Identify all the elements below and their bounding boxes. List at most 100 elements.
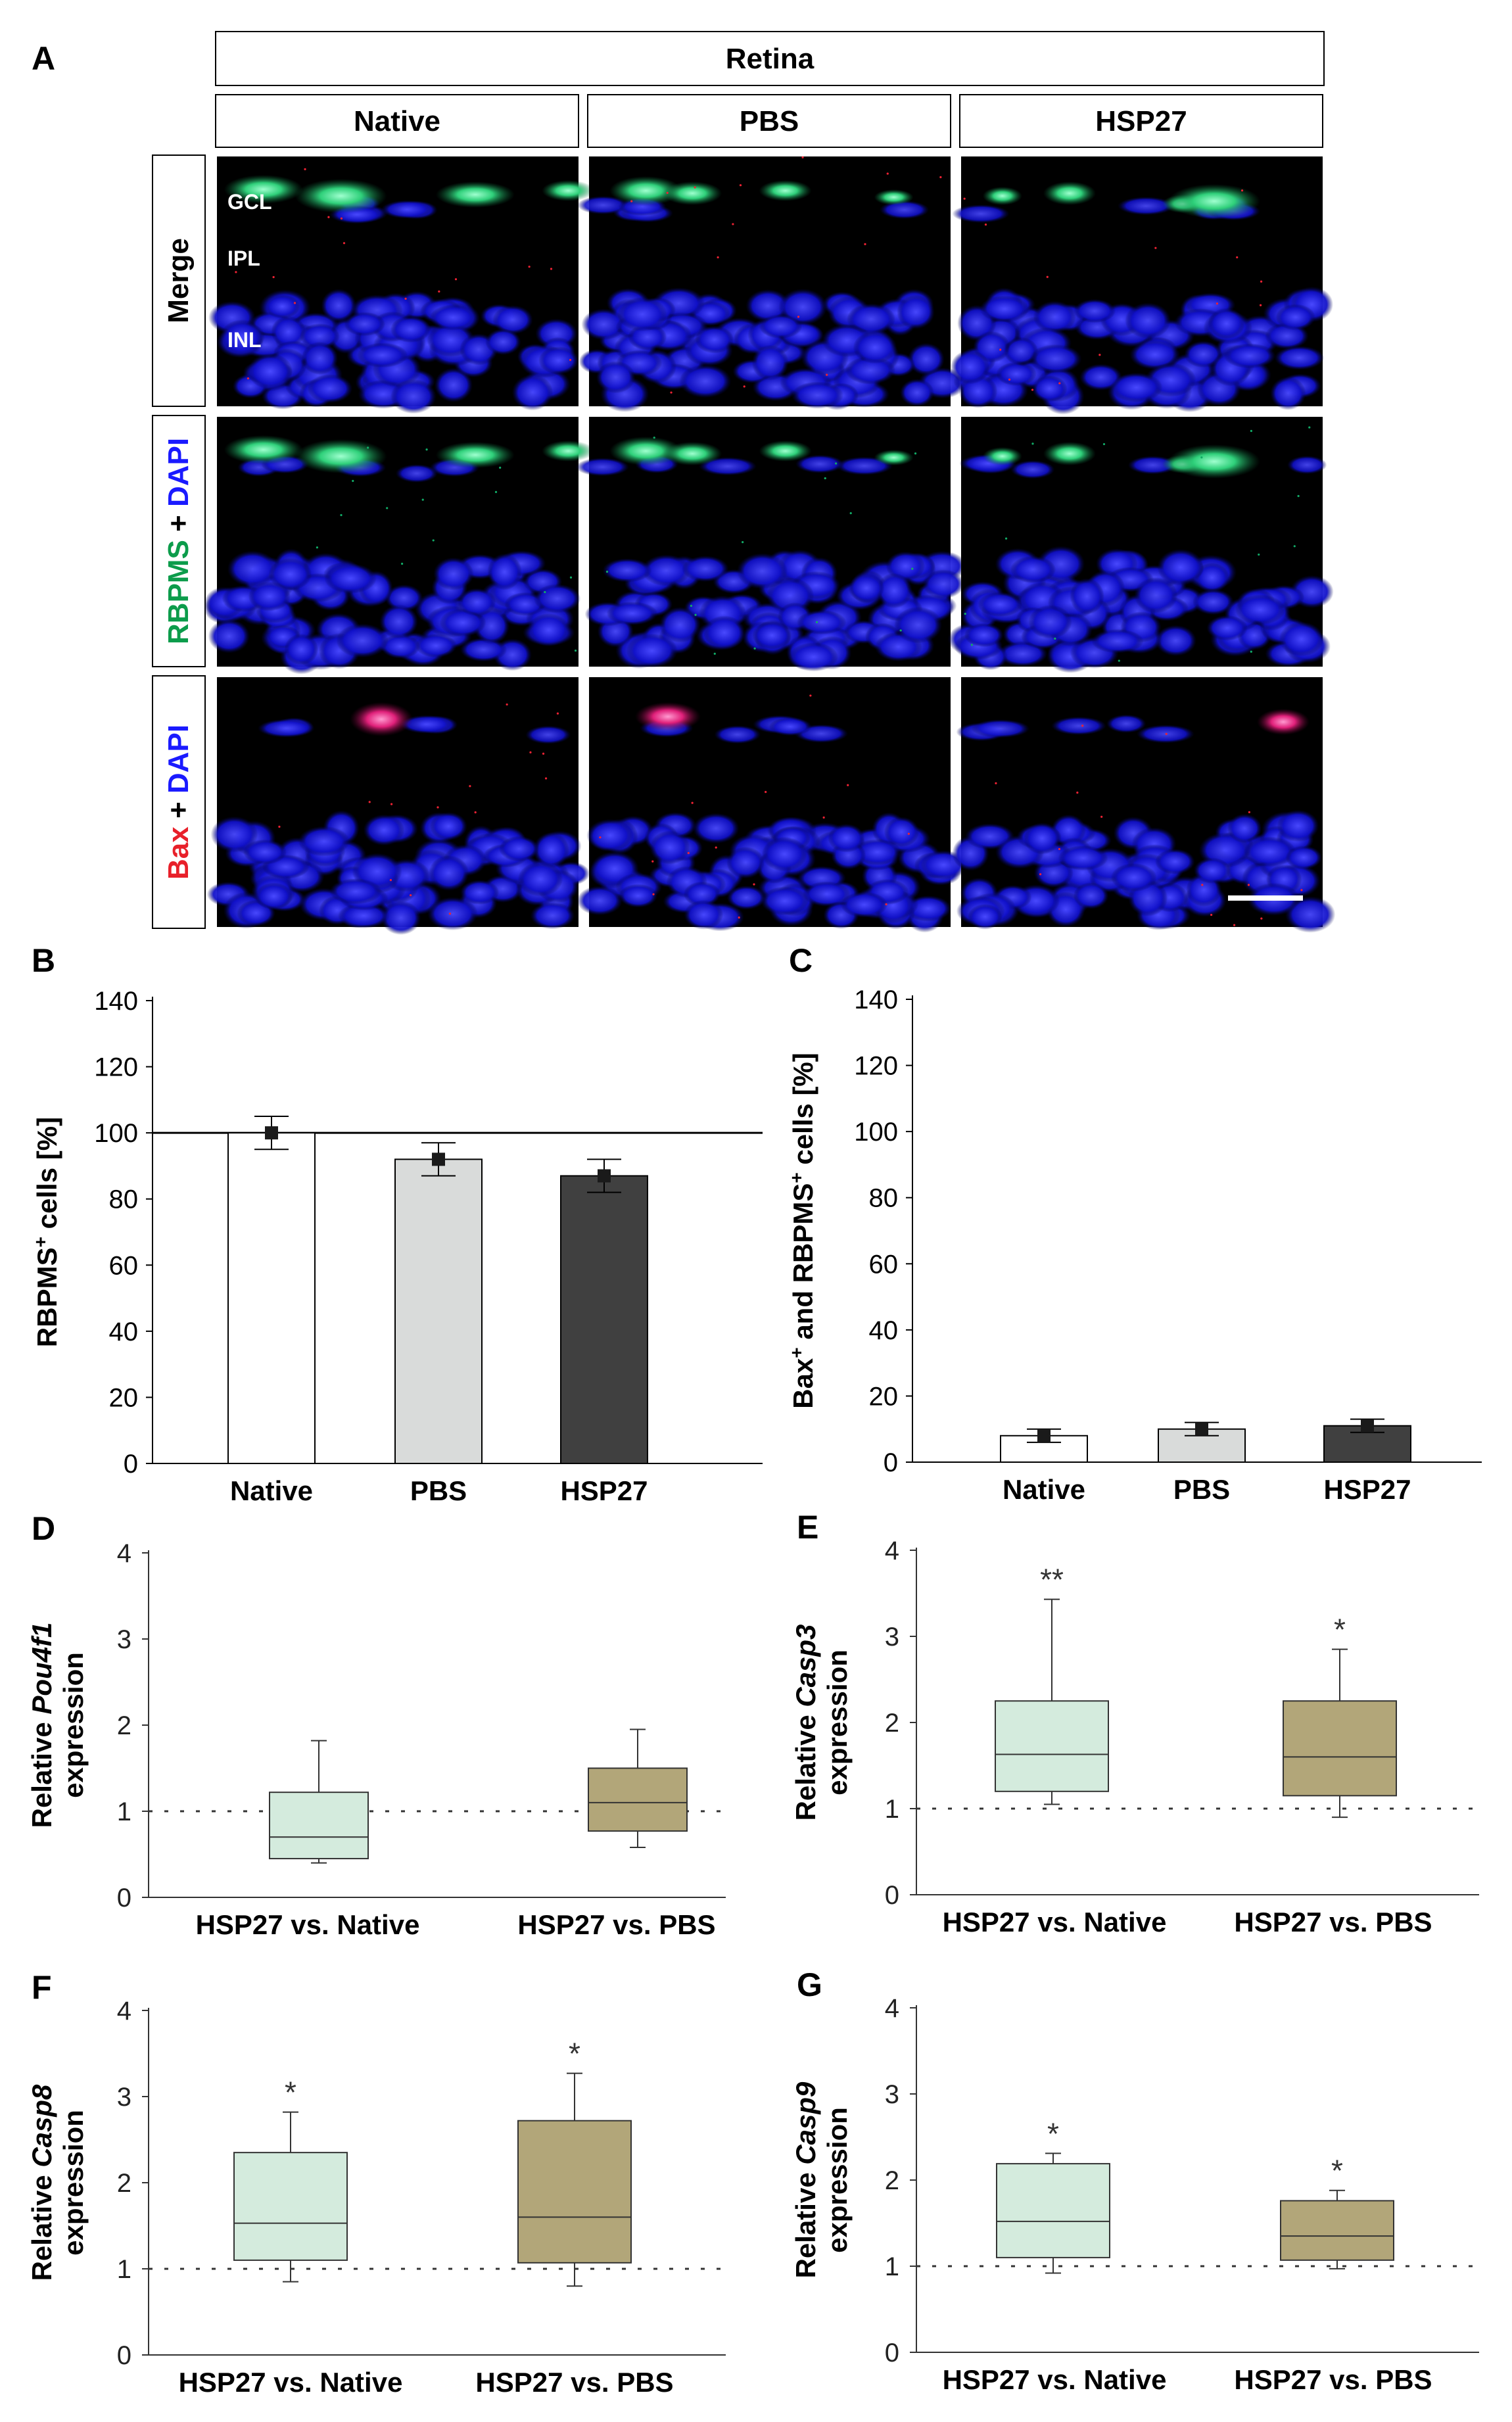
nucleus [337,903,390,929]
gcl-nucleus [1051,717,1106,736]
speckle [1099,354,1101,356]
speckle [1004,537,1008,540]
box [995,1700,1109,1792]
y-tick-label: 4 [885,1994,899,2023]
nucleus [1029,344,1082,374]
nucleus [1279,621,1324,657]
column-header-native: Native [354,105,440,137]
gcl-nucleus [1287,456,1327,475]
speckle [914,452,917,455]
speckle [1200,456,1203,459]
nucleus [1028,605,1072,639]
speckle [809,694,812,697]
label-part: Bax [788,1358,818,1409]
speckle [717,256,719,259]
nucleus [845,356,896,385]
bar-pbs [394,1158,483,1465]
nucleus [1023,822,1061,855]
nucleus [695,325,734,354]
y-tick-label: 1 [885,1795,899,1824]
speckle [272,275,275,279]
y-tick-label: 2 [117,2169,131,2198]
x-category-label: HSP27 vs. PBS [1234,2364,1432,2395]
nucleus [789,642,839,672]
speckle [448,913,452,915]
nucleus [602,558,652,582]
nucleus [1125,302,1171,339]
x-category-label: PBS [1173,1474,1230,1505]
nucleus [415,633,458,658]
nucleus [307,374,353,404]
nucleus [363,814,405,846]
speckle [652,893,655,895]
speckle [542,752,545,755]
speckle [1154,247,1157,249]
nucleus [692,813,740,844]
y-tick-label: 80 [109,1185,139,1214]
nucleus [964,623,1004,648]
speckle [1258,553,1260,556]
x-category-label: HSP27 [1323,1474,1411,1505]
ganglion-cell [609,176,682,205]
nucleus [761,836,807,872]
micrograph-grid [204,156,1336,936]
ganglion-cell [542,180,595,201]
y-axis-label: Relative Casp8 [26,2084,57,2281]
speckle [753,647,756,650]
nucleus [1110,372,1163,402]
gene-name: Casp8 [26,2084,57,2168]
speckle [340,217,343,220]
nucleus [1227,813,1262,843]
gcl-nucleus [1106,714,1146,733]
y-tick-label: 0 [117,2341,131,2370]
speckle [401,562,404,565]
speckle [1300,889,1303,891]
speckle [438,290,440,293]
speckle [421,498,424,501]
nucleus [1070,578,1104,615]
speckle [494,490,498,494]
nucleus [385,584,423,611]
row-label-rbpms: RBPMS + DAPI [162,438,195,644]
mean-marker [1361,1419,1374,1433]
speckle [753,883,755,886]
nucleus [1031,375,1068,402]
speckle [765,791,767,794]
y-tick-label: 0 [885,2339,899,2367]
nucleus [434,368,473,402]
y-tick-label: 100 [854,1118,898,1147]
ganglion-cell [982,447,1022,465]
micrograph-tile [577,156,966,412]
label-part: Relative [26,1715,57,1828]
speckle [970,644,973,646]
nucleus [538,346,579,375]
bax-plus-text: + [162,794,195,826]
gcl-nucleus [879,201,930,220]
speckle [1308,426,1311,429]
gcl-nucleus [525,725,571,744]
nucleus [271,316,306,348]
y-tick-label: 2 [885,2166,899,2195]
panel-label-d: D [32,1510,55,1547]
y-tick-label: 40 [109,1318,139,1346]
row-label-bax: Bax + DAPI [162,724,195,880]
gcl-nucleus [1118,197,1175,216]
nucleus [336,623,389,658]
y-tick-label: 60 [869,1250,899,1279]
gene-name: Casp3 [790,1625,821,1707]
nucleus [682,556,729,582]
rbpms-marker-text: RBPMS [162,540,195,644]
nucleus [848,573,885,603]
gcl-nucleus [1010,460,1055,479]
nucleus [243,839,287,865]
y-tick-label: 20 [869,1382,899,1411]
nucleus [828,823,865,853]
panel-label-e: E [797,1509,818,1546]
y-tick-label: 4 [117,1997,131,2026]
speckle [1240,189,1244,192]
x-category-label: HSP27 [560,1475,648,1506]
speckle [999,348,1002,351]
bar-native [227,1132,316,1464]
speckle [1260,917,1263,920]
